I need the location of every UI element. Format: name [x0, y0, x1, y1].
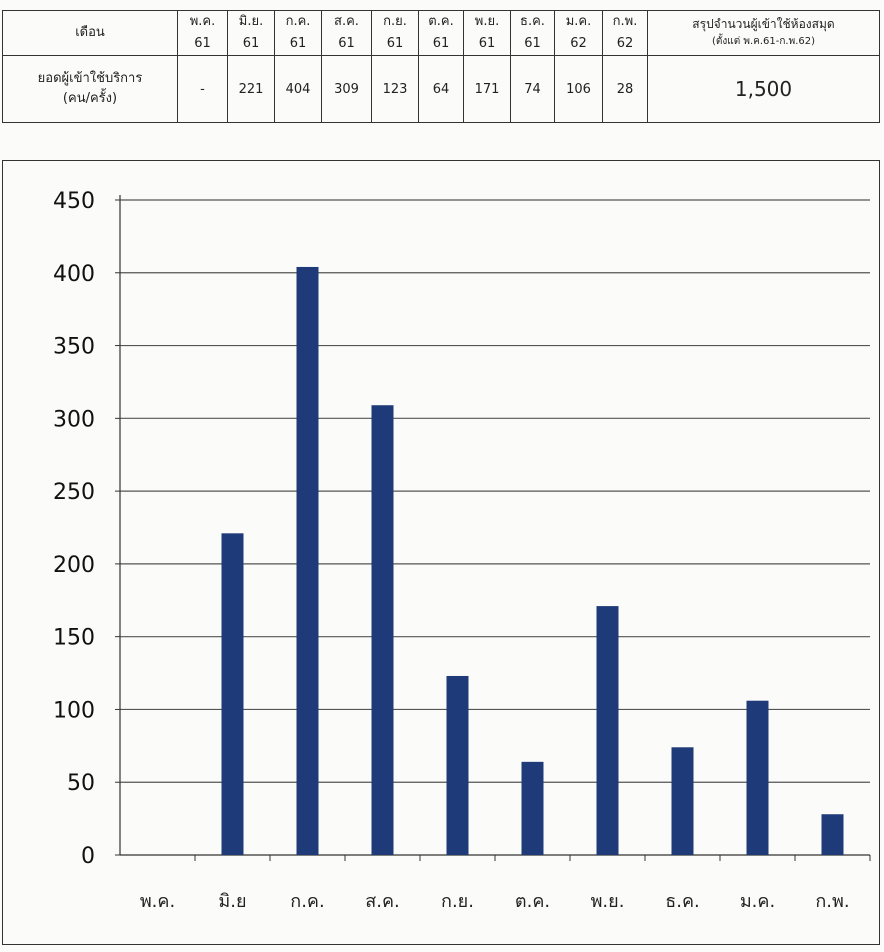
y-tick-label: 250: [53, 480, 95, 505]
bar: [671, 747, 694, 855]
y-tick-label: 400: [53, 262, 95, 287]
chart-frame: [2, 160, 880, 945]
row-label-cell: ยอดผู้เข้าใช้บริการ (คน/ครั้ง): [2, 55, 178, 123]
x-tick-label: ธ.ค.: [665, 891, 699, 912]
y-tick-label: 100: [53, 698, 95, 723]
y-tick-label: 150: [53, 626, 95, 651]
value-cell: 123: [371, 55, 419, 123]
y-tick-label: 50: [67, 771, 95, 796]
y-tick-label: 0: [81, 844, 95, 869]
x-tick-label: ก.ย.: [441, 891, 474, 912]
x-tick-label: ก.พ.: [815, 891, 849, 912]
y-tick-label: 200: [53, 553, 95, 578]
bar: [296, 266, 319, 855]
x-tick-label: พ.ค.: [140, 891, 175, 912]
y-tick-label: 300: [53, 407, 95, 432]
x-tick-label: ก.ค.: [290, 891, 324, 912]
month-cell: ส.ค. 61: [321, 10, 372, 56]
value-cell: 106: [554, 55, 603, 123]
y-tick-label: 450: [53, 189, 95, 214]
month-cell: พ.ค. 61: [177, 10, 228, 56]
value-cell: 64: [418, 55, 464, 123]
value-cell: 221: [227, 55, 275, 123]
bar: [596, 606, 619, 855]
summary-title: สรุปจำนวนผู้เข้าใช้ห้องสมุด: [692, 17, 835, 31]
bar: [746, 700, 769, 855]
month-cell: พ.ย. 61: [463, 10, 511, 56]
x-tick-label: ส.ค.: [365, 891, 399, 912]
x-tick-label: มิ.ย: [218, 891, 246, 912]
value-cell: 404: [274, 55, 322, 123]
table-values-row: ยอดผู้เข้าใช้บริการ (คน/ครั้ง) - 221 404…: [2, 55, 880, 123]
y-tick-label: 350: [53, 335, 95, 360]
summary-subtitle: (ตั้งแต่ พ.ค.61-ก.พ.62): [712, 36, 815, 47]
x-tick-label: ต.ค.: [515, 891, 550, 912]
month-cell: ก.พ. 62: [602, 10, 648, 56]
x-tick-label: ม.ค.: [740, 891, 775, 912]
bar: [371, 405, 394, 855]
row-label: ยอดผู้เข้าใช้บริการ: [37, 71, 143, 86]
value-cell: 28: [602, 55, 648, 123]
value-cell: -: [177, 55, 228, 123]
row-label-unit: (คน/ครั้ง): [62, 91, 118, 106]
month-header-cell: เดือน: [2, 10, 178, 56]
x-tick-label: พ.ย.: [591, 891, 625, 912]
bar: [221, 533, 244, 855]
month-cell: มิ.ย. 61: [227, 10, 275, 56]
month-cell: ก.ย. 61: [371, 10, 419, 56]
bar: [821, 814, 844, 855]
bar: [446, 675, 469, 855]
total-cell: 1,500: [647, 55, 880, 123]
value-cell: 309: [321, 55, 372, 123]
summary-table: เดือน พ.ค. 61 มิ.ย. 61 ก.ค. 61 ส.ค. 61 ก.ย. 6…: [2, 10, 880, 123]
bar: [521, 761, 544, 855]
